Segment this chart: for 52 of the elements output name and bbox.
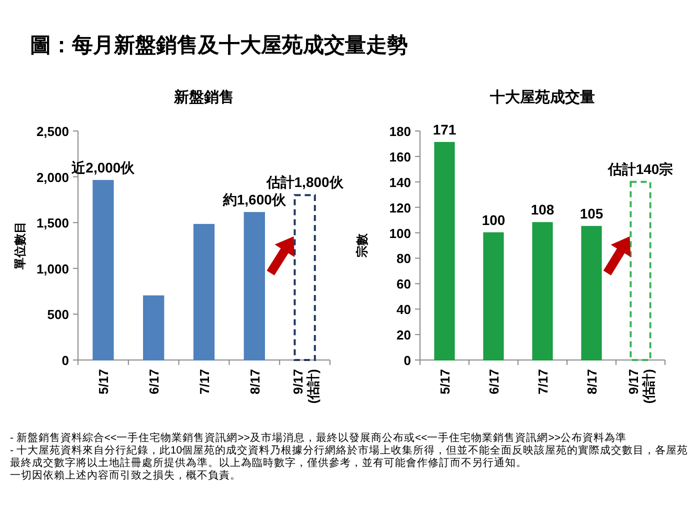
data-label: 100	[482, 212, 506, 228]
text: - 十大屋苑資料來自分行紀錄，此10個屋苑的成交資料乃根據分行網絡於市場上收集所得，但並不能全面反映該屋苑的實際成交數目，各屋苑最終成交數字將以土地註冊處所提供為準。以上為臨時數字，僅供參考，並有可能會作修訂而不另行通知。	[10, 444, 688, 469]
bar	[483, 232, 504, 360]
bar	[630, 180, 652, 361]
data-label: 108	[530, 202, 554, 218]
data-label: 近2,000伙	[70, 159, 136, 176]
y-tick-label: 100	[389, 226, 411, 241]
y-tick-label: 2,000	[36, 170, 69, 185]
y-tick-label: 180	[389, 124, 411, 139]
y-tick-label: 80	[396, 251, 411, 266]
y-tick-label: 140	[389, 174, 411, 190]
bar	[193, 224, 215, 360]
x-tick-label: 6/17	[146, 369, 162, 394]
x-tick-label: 5/17	[96, 369, 112, 394]
bar	[434, 142, 455, 360]
data-label: 估計140宗	[606, 160, 674, 177]
bar	[143, 295, 164, 360]
text: 圖：每月新盤銷售及十大屋苑成交量走勢	[30, 33, 408, 57]
x-tick-label: 9/17 (估計)	[290, 369, 320, 404]
data-label: 估計1,800伙	[265, 174, 344, 190]
data-label: 105	[580, 205, 604, 222]
chart-title: 十大屋苑成交量	[489, 88, 595, 106]
x-tick-label: 9/17 (估計)	[626, 369, 656, 404]
y-tick-label: 120	[389, 200, 411, 216]
text: - 新盤銷售資料綜合<<一手住宅物業銷售資訊網>>及市場消息，最終以發展商公布或<<一手住宅物業銷售資訊網>>公布資料為準	[10, 431, 626, 444]
y-tick-label: 500	[47, 307, 69, 322]
x-tick-label: 7/17	[197, 369, 212, 394]
y-tick-label: 20	[396, 328, 411, 343]
bar	[244, 212, 265, 360]
bar	[92, 180, 114, 360]
bar	[532, 222, 553, 360]
x-tick-label: 6/17	[486, 369, 502, 394]
x-tick-label: 8/17	[584, 369, 600, 394]
bar	[581, 226, 602, 360]
y-tick-label: 40	[396, 302, 411, 318]
y-axis-title: 宗數	[355, 232, 369, 258]
y-tick-label: 0	[404, 353, 411, 368]
bar	[294, 194, 316, 361]
x-tick-label: 5/17	[438, 369, 452, 394]
text: 一切因依賴上述內容而引致之損失，概不負責。	[10, 468, 241, 482]
y-tick-label: 0	[62, 353, 69, 368]
chart-title: 新盤銷售	[173, 88, 234, 106]
data-label: 約1,600伙	[222, 192, 287, 208]
y-axis-title: 單位數目	[13, 222, 27, 270]
data-label: 171	[432, 121, 456, 138]
x-tick-label: 8/17	[247, 369, 262, 394]
y-tick-label: 160	[389, 149, 411, 164]
y-tick-label: 2,500	[36, 124, 69, 139]
x-tick-label: 7/17	[536, 369, 550, 394]
y-tick-label: 60	[396, 276, 411, 292]
y-tick-label: 1,500	[36, 216, 69, 231]
y-tick-label: 1,000	[36, 261, 69, 276]
